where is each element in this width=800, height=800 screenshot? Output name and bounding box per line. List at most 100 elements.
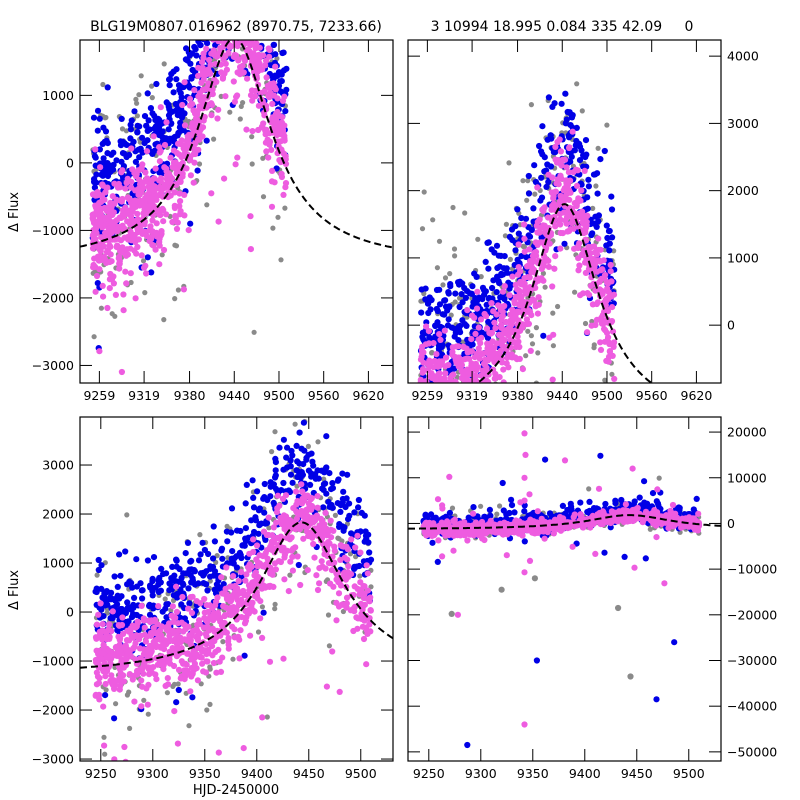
data-point [184,650,191,657]
data-point [143,270,150,277]
data-point [176,178,183,185]
data-point [278,547,285,554]
data-point [577,197,584,204]
data-point [198,79,205,86]
data-point [143,122,150,129]
data-point [448,410,454,416]
data-point [576,262,583,269]
data-point [364,570,371,577]
data-point [499,308,506,315]
data-point [113,196,120,203]
data-point [178,137,185,144]
data-point [575,267,582,274]
data-point [531,162,538,169]
data-point [105,204,112,211]
data-point [582,237,590,244]
data-point [472,372,479,379]
y-tick-label: −3000 [32,358,74,373]
data-point [115,180,122,188]
data-point [262,520,269,527]
data-point [103,636,110,643]
data-point [496,280,503,287]
data-point [499,271,507,278]
data-point [249,128,256,135]
data-point [203,137,210,144]
data-point [447,393,453,399]
data-point [111,715,118,722]
data-point [115,622,122,629]
data-point [115,432,121,438]
data-point [127,135,134,142]
data-point [579,422,585,428]
data-point [314,493,321,500]
data-point [125,618,132,625]
data-point [93,621,101,628]
data-point [314,586,322,594]
data-point [532,191,538,197]
data-point [274,492,281,499]
data-point [323,683,330,690]
data-point [207,61,214,68]
data-point [210,12,215,17]
data-point [455,444,461,450]
data-point [126,578,133,585]
data-point [100,641,107,649]
data-point [521,244,528,250]
data-point [179,593,186,601]
data-point [227,598,234,605]
data-point [131,698,138,705]
data-point [530,205,537,212]
data-point [335,535,341,541]
data-point [590,437,595,442]
data-point [260,155,266,161]
data-point [111,573,118,580]
data-point [173,563,180,570]
data-point [127,221,134,228]
data-point [444,322,452,329]
data-point [428,406,434,412]
data-point [489,407,495,413]
data-point [265,154,272,161]
data-point [535,350,541,356]
data-point [254,488,261,495]
data-point [246,587,253,594]
data-point [275,111,282,119]
data-point [151,175,158,182]
data-point [137,145,144,152]
data-point [433,404,439,410]
data-point [446,303,453,311]
data-point [605,334,612,341]
data-point [295,561,302,569]
data-point [173,149,181,157]
data-point [111,791,117,797]
data-point [145,681,152,689]
x-tick-label: 9500 [263,388,295,403]
data-point [557,221,564,228]
data-point [215,218,222,225]
data-point [176,578,183,585]
data-point [222,93,229,100]
data-point [278,71,285,78]
data-point [474,403,480,409]
data-point [160,246,168,254]
data-point [97,600,104,607]
data-point [251,11,257,17]
data-point [157,104,164,111]
data-point [560,187,567,194]
data-point [429,349,435,356]
data-point [515,308,522,316]
data-point [195,93,202,100]
data-point [257,615,264,622]
data-point [189,670,196,678]
data-point [120,630,127,638]
data-point [323,433,330,440]
data-point [156,144,163,151]
data-point [534,184,541,191]
data-point [545,94,553,101]
data-point [450,459,456,465]
data-point [128,237,135,244]
data-point [280,191,287,198]
data-point [491,375,498,382]
data-point [279,123,286,130]
data-point [102,673,109,680]
